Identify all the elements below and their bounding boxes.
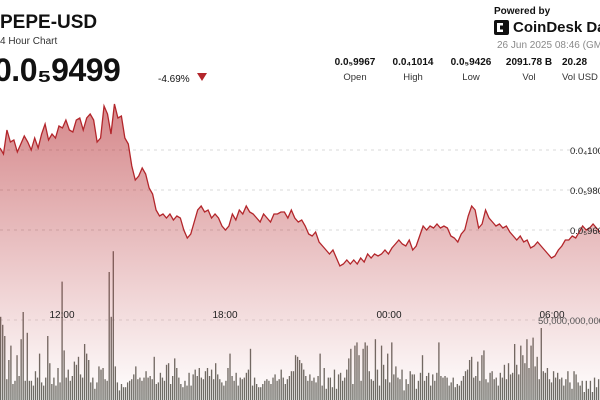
- stat-high-label: High: [403, 72, 423, 83]
- stat-open-label: Open: [343, 72, 367, 83]
- stat-vol-usd-label: Vol USD: [562, 72, 598, 83]
- x-tick-label: 12:00: [49, 310, 74, 321]
- pair-title: PEPE-USD: [0, 12, 98, 33]
- y-tick-label: 0.0₅980: [570, 186, 600, 197]
- stat-vol: 2091.78 B Vol: [500, 57, 558, 83]
- chart-subtitle: 4 Hour Chart: [0, 36, 58, 47]
- stat-vol-value: 2091.78 B: [505, 57, 553, 68]
- y-tick-label: 0.0₄100: [570, 146, 600, 157]
- y-tick-label: 0.0₅960: [570, 226, 600, 237]
- stat-low: 0.0₅9426 Low: [444, 57, 498, 83]
- stat-vol-usd-value: 20.28: [562, 57, 588, 68]
- stat-vol-usd: 20.28 Vol USD: [562, 57, 600, 83]
- stat-low-label: Low: [462, 72, 480, 83]
- current-price: 0.0₅9499: [0, 52, 121, 88]
- price-change: -4.69%: [158, 74, 190, 85]
- x-tick-label: 18:00: [212, 310, 237, 321]
- brand-name: CoinDesk Data: [513, 19, 600, 36]
- stat-open: 0.0₅9967 Open: [328, 57, 382, 83]
- x-tick-label: 00:00: [376, 310, 401, 321]
- price-area: [0, 104, 600, 400]
- brand-logo: CoinDesk Data: [494, 19, 600, 36]
- stat-open-value: 0.0₅9967: [334, 57, 376, 68]
- price-line: [0, 103, 600, 267]
- coindesk-logo-icon: [494, 20, 509, 35]
- timestamp: 26 Jun 2025 08:46 (GMT): [497, 40, 600, 51]
- stat-high-value: 0.0₄1014: [392, 57, 434, 68]
- down-arrow-icon: [197, 73, 207, 81]
- stat-high: 0.0₄1014 High: [386, 57, 440, 83]
- stat-low-value: 0.0₅9426: [450, 57, 492, 68]
- volume-tick-label: 50,000,000,000: [538, 316, 600, 327]
- stat-vol-label: Vol: [522, 72, 536, 83]
- x-tick-label: 06:00: [539, 310, 564, 321]
- powered-by-label: Powered by: [494, 6, 551, 17]
- axis-labels: 12:00 18:00 00:00 06:00 0.0₄100 0.0₅980 0.0₅96…: [49, 146, 600, 327]
